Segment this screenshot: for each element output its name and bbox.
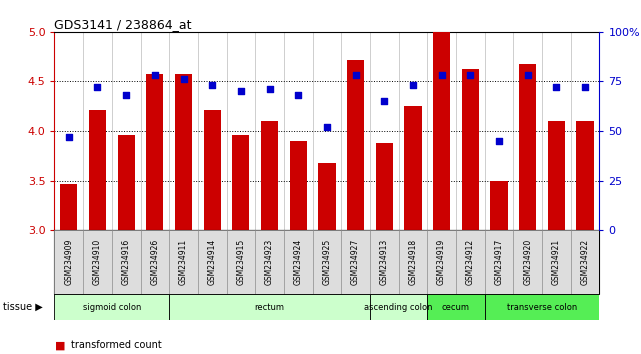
Point <box>379 98 389 104</box>
Bar <box>284 230 313 294</box>
Bar <box>175 74 192 230</box>
Bar <box>169 294 370 320</box>
Bar <box>490 181 508 230</box>
Text: GSM234913: GSM234913 <box>379 239 388 285</box>
Point <box>92 85 103 90</box>
Text: GSM234910: GSM234910 <box>93 239 102 285</box>
Text: GSM234909: GSM234909 <box>64 239 73 285</box>
Bar <box>404 106 422 230</box>
Bar <box>140 230 169 294</box>
Point <box>265 86 275 92</box>
Point <box>465 73 476 78</box>
Text: transformed count: transformed count <box>71 340 162 350</box>
Bar <box>370 294 428 320</box>
Point <box>322 124 332 130</box>
Bar <box>255 230 284 294</box>
Bar <box>117 135 135 230</box>
Bar <box>290 141 307 230</box>
Text: GSM234911: GSM234911 <box>179 239 188 285</box>
Bar <box>198 230 226 294</box>
Point <box>580 85 590 90</box>
Bar <box>54 294 169 320</box>
Text: ascending colon: ascending colon <box>364 303 433 312</box>
Bar <box>204 110 221 230</box>
Bar <box>428 230 456 294</box>
Point <box>236 88 246 94</box>
Bar <box>347 59 364 230</box>
Text: GSM234927: GSM234927 <box>351 239 360 285</box>
Bar <box>542 230 570 294</box>
Bar <box>399 230 428 294</box>
Bar <box>89 110 106 230</box>
Point <box>551 85 562 90</box>
Text: GSM234919: GSM234919 <box>437 239 446 285</box>
Text: GSM234925: GSM234925 <box>322 239 331 285</box>
Text: GSM234912: GSM234912 <box>466 239 475 285</box>
Text: GSM234923: GSM234923 <box>265 239 274 285</box>
Bar <box>232 135 249 230</box>
Point <box>351 73 361 78</box>
Bar <box>370 230 399 294</box>
Text: GSM234921: GSM234921 <box>552 239 561 285</box>
Bar <box>485 294 599 320</box>
Text: GSM234917: GSM234917 <box>494 239 503 285</box>
Bar <box>54 230 83 294</box>
Bar <box>547 121 565 230</box>
Text: ■: ■ <box>54 340 65 350</box>
Bar <box>169 230 198 294</box>
Bar <box>341 230 370 294</box>
Point <box>121 92 131 98</box>
Bar <box>433 32 450 230</box>
Bar <box>576 121 594 230</box>
Point <box>178 76 188 82</box>
Point <box>150 73 160 78</box>
Bar <box>462 69 479 230</box>
Text: GSM234916: GSM234916 <box>122 239 131 285</box>
Bar <box>112 230 140 294</box>
Text: sigmoid colon: sigmoid colon <box>83 303 141 312</box>
Text: rectum: rectum <box>254 303 285 312</box>
Bar <box>226 230 255 294</box>
Bar <box>83 230 112 294</box>
Point <box>408 82 418 88</box>
Point <box>63 134 74 140</box>
Text: GSM234922: GSM234922 <box>581 239 590 285</box>
Bar <box>519 64 537 230</box>
Bar <box>570 230 599 294</box>
Point <box>293 92 303 98</box>
Point <box>494 138 504 144</box>
Text: tissue ▶: tissue ▶ <box>3 302 43 312</box>
Bar <box>376 143 393 230</box>
Text: cecum: cecum <box>442 303 470 312</box>
Bar <box>456 230 485 294</box>
Bar <box>428 294 485 320</box>
Bar <box>319 163 335 230</box>
Point <box>522 73 533 78</box>
Point <box>207 82 217 88</box>
Text: GSM234918: GSM234918 <box>408 239 417 285</box>
Point <box>437 73 447 78</box>
Bar <box>146 74 163 230</box>
Text: GSM234924: GSM234924 <box>294 239 303 285</box>
Text: transverse colon: transverse colon <box>507 303 577 312</box>
Bar <box>513 230 542 294</box>
Text: GSM234926: GSM234926 <box>151 239 160 285</box>
Bar <box>60 183 78 230</box>
Text: GDS3141 / 238864_at: GDS3141 / 238864_at <box>54 18 192 31</box>
Text: GSM234914: GSM234914 <box>208 239 217 285</box>
Bar <box>261 121 278 230</box>
Text: GSM234915: GSM234915 <box>237 239 246 285</box>
Text: GSM234920: GSM234920 <box>523 239 532 285</box>
Bar <box>485 230 513 294</box>
Bar <box>313 230 341 294</box>
